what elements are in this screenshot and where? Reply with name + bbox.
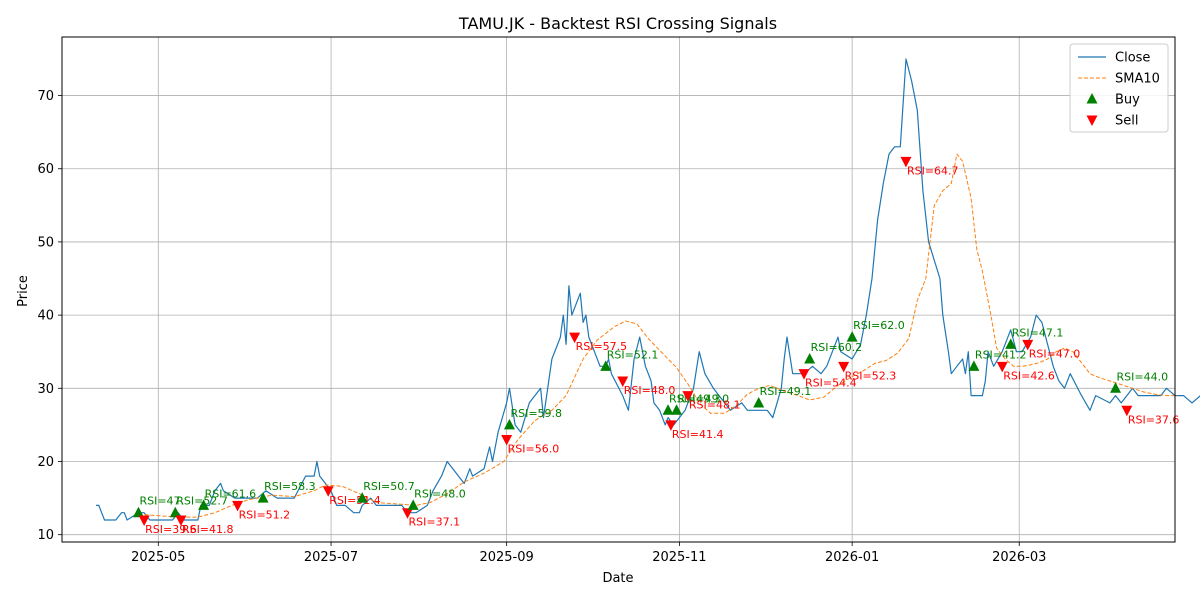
legend-label: Close xyxy=(1115,51,1150,66)
y-tick-label: 20 xyxy=(37,455,54,470)
sell-signal-label: RSI=37.6 xyxy=(1128,413,1180,426)
sell-signal-label: RSI=51.2 xyxy=(239,508,291,521)
buy-signal-marker xyxy=(169,506,181,518)
sell-signal-label: RSI=37.1 xyxy=(409,516,461,529)
legend-label: Buy xyxy=(1115,93,1140,108)
sell-signal-marker xyxy=(501,435,513,446)
buy-signal-label: RSI=41.2 xyxy=(975,348,1027,361)
chart-title: TAMU.JK - Backtest RSI Crossing Signals xyxy=(458,14,777,33)
sell-signal-marker xyxy=(665,420,677,431)
sell-signal-label: RSI=41.4 xyxy=(672,428,724,441)
x-tick-label: 2026-03 xyxy=(992,550,1046,565)
buy-signal-label: RSI=47.1 xyxy=(1012,326,1064,339)
x-tick-label: 2025-05 xyxy=(131,550,185,565)
buy-signal-label: RSI=62.0 xyxy=(853,319,905,332)
sell-signal-marker xyxy=(838,361,850,373)
y-tick-label: 60 xyxy=(37,162,54,177)
x-tick-label: 2025-11 xyxy=(652,550,706,565)
y-tick-label: 70 xyxy=(37,89,54,104)
buy-signal-marker xyxy=(132,506,144,518)
buy-signal-marker xyxy=(1005,338,1017,349)
y-tick-label: 40 xyxy=(37,309,54,324)
buy-signal-marker xyxy=(671,404,683,415)
sell-signal-marker xyxy=(138,515,150,527)
sell-signal-label: RSI=54.4 xyxy=(805,377,857,390)
sell-signal-label: RSI=39.6 xyxy=(145,523,197,536)
series-layer xyxy=(96,58,1200,521)
buy-signal-label: RSI=60.2 xyxy=(811,341,863,354)
buy-signal-marker xyxy=(503,418,515,430)
sell-signal-label: RSI=57.5 xyxy=(576,340,628,353)
sell-signal-marker xyxy=(682,391,694,402)
legend: Close SMA10 Buy Sell xyxy=(1069,43,1169,133)
legend-box xyxy=(1069,43,1169,133)
sell-signal-marker xyxy=(322,486,334,497)
y-tick-label: 30 xyxy=(37,382,54,397)
buy-signal-label: RSI=52.7 xyxy=(176,495,228,508)
legend-buy-swatch xyxy=(1086,93,1098,104)
buy-signal-label: RSI=61.6 xyxy=(205,487,257,500)
plot-area-frame xyxy=(61,36,1176,543)
sell-signal-label: RSI=48.1 xyxy=(689,399,741,412)
y-tick-label: 10 xyxy=(37,528,54,543)
sell-signal-marker xyxy=(900,156,912,168)
legend-label: SMA10 xyxy=(1115,72,1160,87)
buy-signal-marker xyxy=(198,499,210,510)
buy-signal-label: RSI=44.0 xyxy=(1117,370,1169,383)
sell-signal-marker xyxy=(232,500,244,512)
buy-signal-label: RSI=47. xyxy=(139,495,184,508)
grid-lines xyxy=(62,37,1175,542)
x-axis: 2025-05 2025-07 2025-09 2025-11 2026-01 2026-… xyxy=(131,542,1046,565)
buy-signal-marker xyxy=(968,360,980,371)
sell-signal-marker xyxy=(1022,339,1034,351)
x-axis-title: Date xyxy=(602,571,633,586)
buy-signal-marker xyxy=(804,353,816,364)
y-tick-label: 50 xyxy=(37,235,54,250)
sell-signal-marker xyxy=(402,508,414,519)
y-axis-title: Price xyxy=(16,275,31,307)
sell-signal-marker xyxy=(798,369,810,380)
signal-layer: RSI=47. RSI=39.6 RSI=52.7 RSI=41.8 RSI=61.6 R… xyxy=(132,156,1180,536)
buy-signal-label: RSI=58.3 xyxy=(264,480,316,493)
sell-signal-marker xyxy=(569,332,581,344)
x-tick-label: 2025-07 xyxy=(304,550,358,565)
sell-signal-marker xyxy=(617,376,629,387)
buy-signal-marker xyxy=(662,404,674,415)
sell-signal-marker xyxy=(1121,405,1133,417)
sell-signal-marker xyxy=(996,361,1008,373)
close-series-line xyxy=(96,58,1200,521)
buy-signal-label: RSI=50.7 xyxy=(363,480,415,493)
sell-signal-label: RSI=48.0 xyxy=(624,384,676,397)
buy-signal-label: RSI=49.1 xyxy=(760,385,812,398)
buy-signal-label: RSI=49.3 xyxy=(669,392,721,405)
buy-signal-label: RSI=59.8 xyxy=(510,407,562,420)
sell-signal-label: RSI=47.0 xyxy=(1029,347,1081,360)
y-axis: 10 20 30 40 50 60 70 xyxy=(37,89,62,543)
sell-signal-label: RSI=64.7 xyxy=(907,164,959,177)
sell-signal-label: RSI=51.4 xyxy=(329,494,381,507)
buy-signal-marker xyxy=(257,492,269,503)
sell-signal-label: RSI=42.6 xyxy=(1003,369,1055,382)
buy-signal-marker xyxy=(753,396,765,408)
legend-label: Sell xyxy=(1115,114,1138,129)
sell-signal-label: RSI=52.3 xyxy=(845,369,897,382)
legend-sell-swatch xyxy=(1086,115,1098,126)
buy-signal-marker xyxy=(1110,382,1122,393)
sell-signal-label: RSI=56.0 xyxy=(508,443,560,456)
x-tick-label: 2026-01 xyxy=(825,550,879,565)
x-tick-label: 2025-09 xyxy=(479,550,533,565)
buy-signal-marker xyxy=(407,499,419,510)
buy-signal-marker xyxy=(600,360,612,371)
sell-signal-marker xyxy=(175,515,187,527)
buy-signal-label: RSI=52.1 xyxy=(607,348,659,361)
buy-signal-marker xyxy=(356,492,368,503)
sma10-series-line xyxy=(138,153,1178,518)
buy-signal-marker xyxy=(846,331,858,342)
buy-signal-label: RSI=48.0 xyxy=(414,487,466,500)
sell-signal-label: RSI=41.8 xyxy=(182,523,234,536)
